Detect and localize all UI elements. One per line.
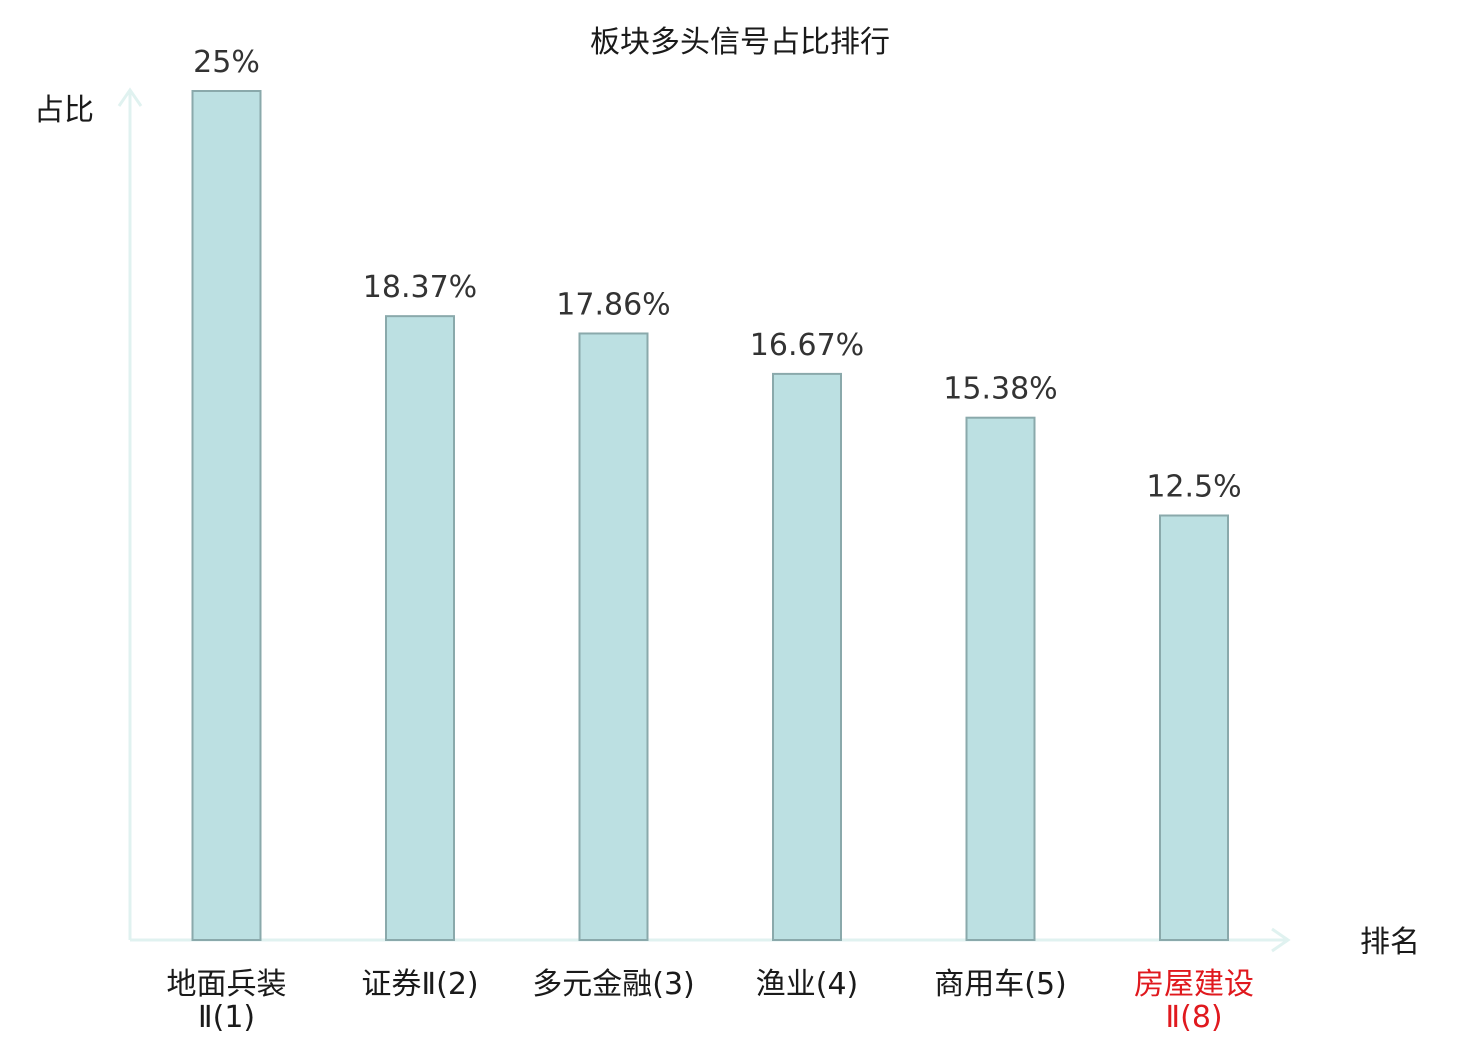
bar-3 bbox=[578, 332, 649, 941]
x-tick-label-1-line-2: Ⅱ(1) bbox=[198, 1000, 255, 1035]
data-label-1: 25% bbox=[193, 45, 260, 80]
y-axis-label: 占比 bbox=[34, 93, 94, 128]
x-axis-label: 排名 bbox=[1360, 925, 1420, 960]
chart-title: 板块多头信号占比排行 bbox=[590, 25, 890, 60]
bar-4 bbox=[772, 372, 842, 942]
x-tick-label-6-line-1: 房屋建设 bbox=[1134, 967, 1254, 1002]
x-tick-label-3: 多元金融(3) bbox=[532, 967, 695, 1002]
x-tick-label-5: 商用车(5) bbox=[934, 967, 1067, 1002]
x-tick-label-4: 渔业(4) bbox=[756, 967, 859, 1002]
data-label-5: 15.38% bbox=[943, 372, 1057, 407]
x-tick-label-1-line-1: 地面兵装 bbox=[167, 967, 287, 1002]
bar-5 bbox=[965, 416, 1036, 941]
data-label-2: 18.37% bbox=[363, 270, 477, 305]
x-axis-arrow bbox=[1271, 927, 1291, 953]
x-tick-label-6-line-2: Ⅱ(8) bbox=[1165, 1000, 1222, 1035]
bar-2 bbox=[385, 315, 455, 941]
data-label-6: 12.5% bbox=[1146, 470, 1241, 505]
bar-1 bbox=[191, 90, 262, 941]
x-tick-label-2: 证券Ⅱ(2) bbox=[361, 967, 478, 1002]
bar-6 bbox=[1159, 514, 1229, 941]
y-axis-arrow bbox=[117, 87, 143, 107]
data-label-4: 16.67% bbox=[750, 328, 864, 363]
data-label-3: 17.86% bbox=[556, 287, 670, 322]
